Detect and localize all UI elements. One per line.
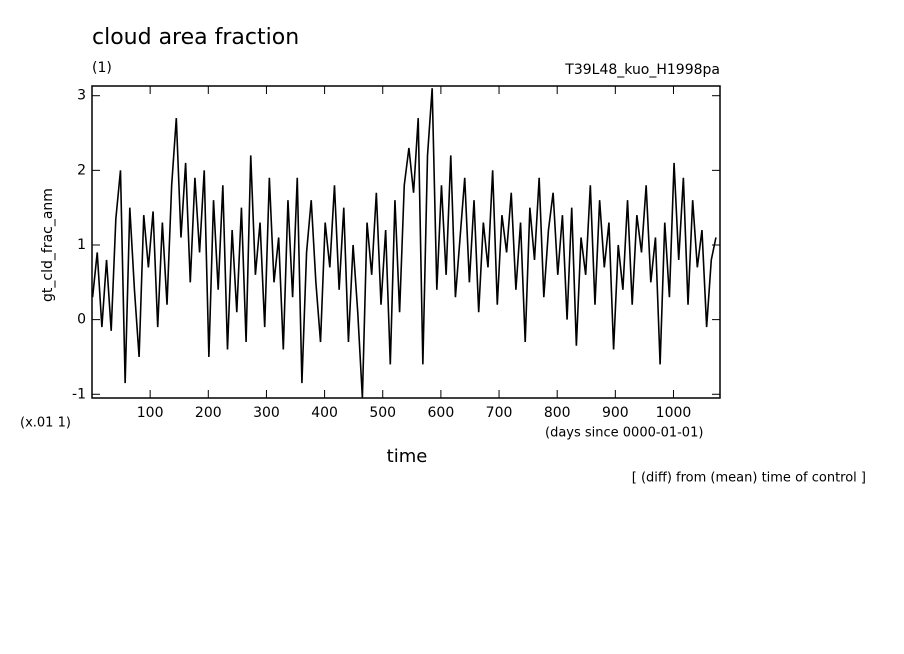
- plot-frame: [91, 85, 721, 399]
- data-line: [91, 88, 717, 399]
- y-tick-label: 2: [77, 162, 86, 178]
- x-tick-label: 200: [195, 405, 222, 421]
- x-unit: (days since 0000-01-01): [545, 426, 703, 441]
- y-unit: (x.01 1): [20, 416, 71, 431]
- subtitle: (1): [92, 60, 112, 76]
- x-tick-label: 800: [544, 405, 571, 421]
- x-tick-label: 600: [428, 405, 455, 421]
- y-tick-label: 1: [77, 237, 86, 253]
- x-tick-label: 500: [369, 405, 396, 421]
- x-axis-label: time: [387, 446, 428, 467]
- x-tick-label: 100: [137, 405, 164, 421]
- annotation: [ (diff) from (mean) time of control ]: [632, 471, 866, 486]
- x-tick-label: 900: [602, 405, 629, 421]
- x-tick-label: 300: [253, 405, 280, 421]
- y-axis-label: gt_cld_frac_anm: [40, 188, 56, 302]
- y-tick-label: 0: [77, 312, 86, 328]
- chart-title: cloud area fraction: [92, 25, 299, 50]
- x-tick-label: 1000: [656, 405, 692, 421]
- y-tick-label: -1: [72, 386, 86, 402]
- x-tick-label: 400: [311, 405, 338, 421]
- y-tick-label: 3: [77, 88, 86, 104]
- x-tick-label: 700: [486, 405, 513, 421]
- experiment-label: T39L48_kuo_H1998pa: [564, 62, 720, 78]
